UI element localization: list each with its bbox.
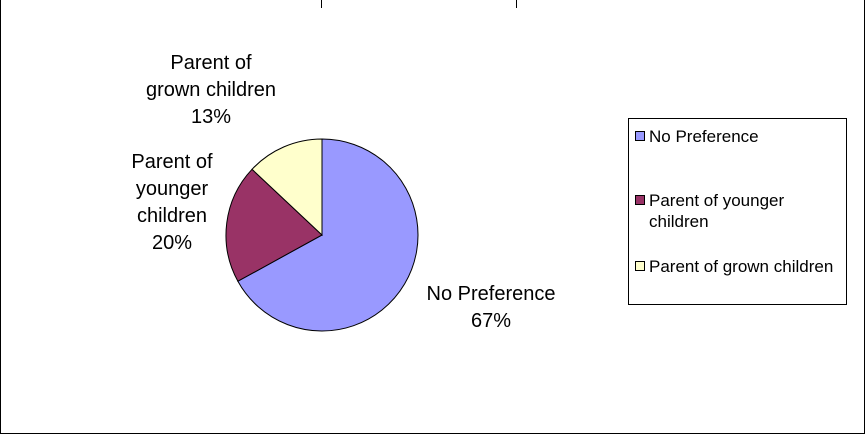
top-tick-left [321, 0, 322, 8]
slice-label-line: Parent of [131, 151, 213, 173]
slice-label-line: grown children [145, 79, 277, 101]
slice-label-percent: 67% [470, 310, 512, 332]
top-tick-right [516, 0, 517, 8]
legend: No Preference Parent of younger children… [628, 118, 847, 305]
legend-label: Parent of grown children [649, 257, 834, 276]
slice-label-line: younger [135, 178, 209, 200]
legend-label: Parent of younger children [649, 191, 785, 231]
slice-label-line: Parent of [170, 52, 252, 74]
slice-label-line: No Preference [426, 283, 556, 305]
legend-swatch [635, 195, 645, 205]
slice-label-parent-of-younger-children: Parent of younger children 20% [97, 149, 247, 257]
legend-label: No Preference [649, 127, 759, 146]
slice-label-no-preference: No Preference 67% [391, 281, 591, 335]
slice-label-percent: 13% [190, 106, 232, 128]
pie-slice-parent-of-grown-children [251, 138, 323, 237]
legend-swatch [635, 261, 645, 271]
legend-swatch [635, 131, 645, 141]
slice-label-line: children [136, 205, 208, 227]
pie-slice-parent-of-younger-children [225, 168, 323, 282]
slice-label-percent: 20% [151, 232, 193, 254]
slice-label-parent-of-grown-children: Parent of grown children 13% [111, 50, 311, 131]
pie-slice-no-preference [237, 138, 419, 332]
